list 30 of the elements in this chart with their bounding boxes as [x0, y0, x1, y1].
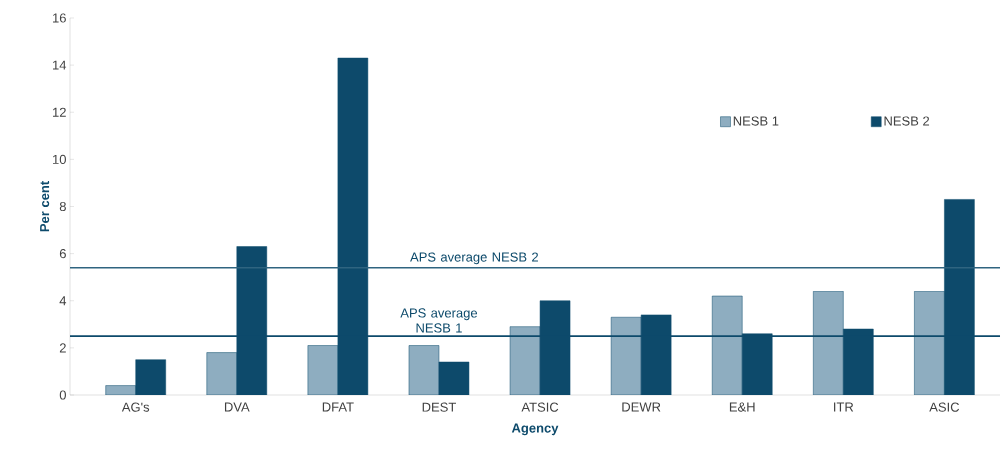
x-axis-title: Agency	[511, 423, 559, 436]
bar	[408, 345, 440, 395]
y-tick-label: 4	[59, 296, 67, 306]
x-tick-label: DEST	[422, 402, 456, 412]
ref-line-label: APS average NESB 1	[400, 308, 478, 333]
x-tick-label: DFAT	[322, 402, 354, 412]
bar	[914, 291, 945, 395]
bar	[813, 291, 844, 395]
legend-label: NESB 2	[884, 116, 930, 126]
x-tick-label: ASIC	[929, 402, 960, 412]
y-tick-label: 10	[53, 154, 66, 164]
y-tick-label: 2	[59, 343, 66, 353]
x-tick-label: AG's	[121, 402, 150, 412]
x-tick-label: ITR	[834, 402, 854, 412]
bar	[307, 345, 339, 395]
y-tick-label: 14	[53, 60, 67, 70]
y-tick-label: 0	[59, 390, 66, 400]
x-tick-label: ATSIC	[521, 402, 559, 412]
y-axis-title: Per cent	[40, 181, 50, 232]
x-tick-label: DVA	[224, 402, 250, 412]
y-tick-label: 6	[59, 249, 66, 259]
ref-line-label: APS average NESB 2	[410, 252, 538, 265]
legend-label: NESB 1	[733, 116, 779, 126]
bar	[711, 295, 743, 395]
y-tick-label: 12	[53, 107, 66, 117]
y-tick-label: 8	[59, 201, 66, 212]
x-tick-label: E&H	[729, 402, 755, 412]
bar	[206, 352, 238, 395]
y-tick-label: 16	[53, 13, 66, 23]
x-tick-label: DEWR	[622, 402, 661, 412]
